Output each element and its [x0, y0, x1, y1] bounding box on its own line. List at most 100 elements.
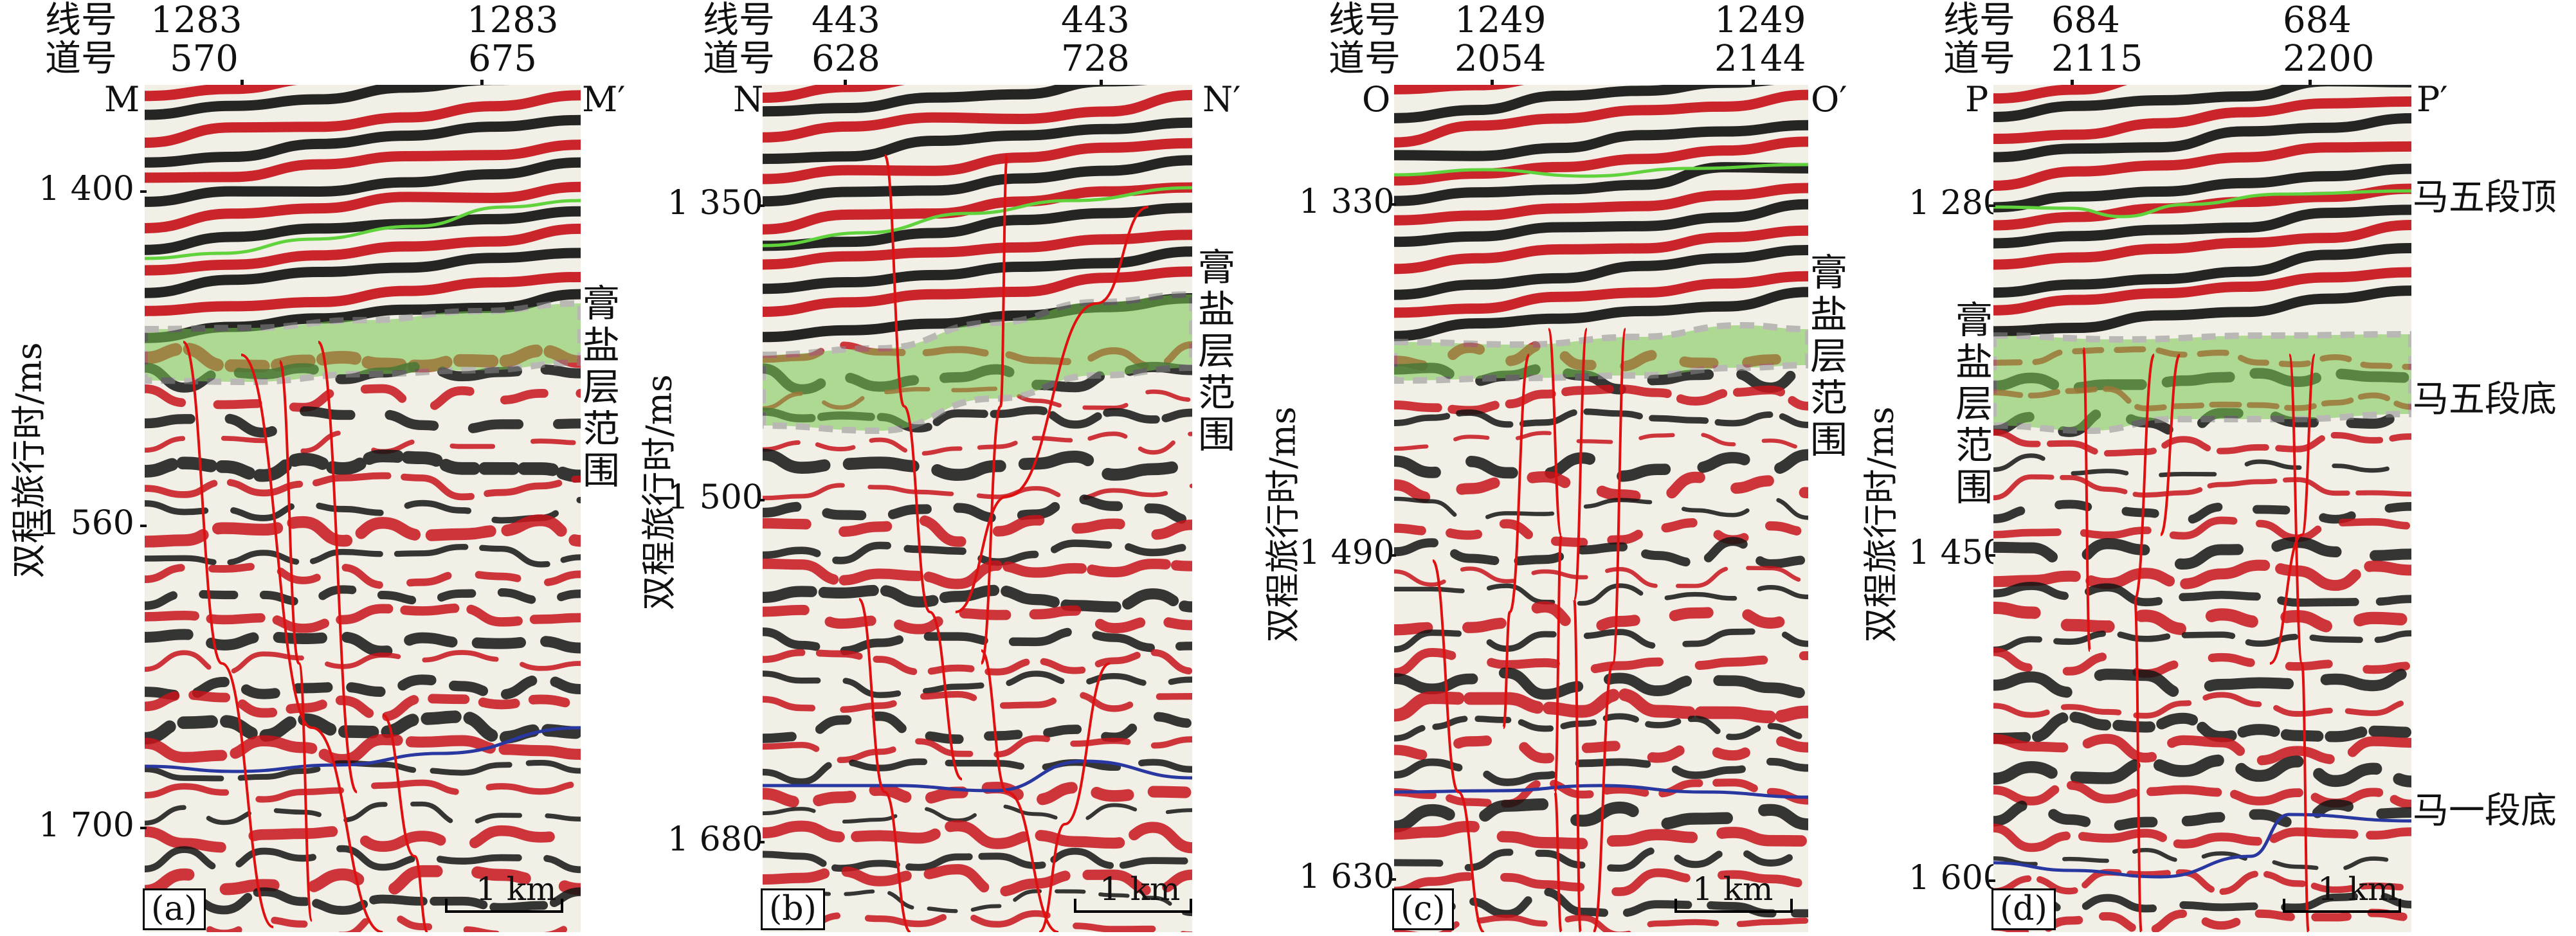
seismic-section: [1394, 85, 1808, 932]
y-axis-label: 双程旅行时/ms: [1860, 406, 1901, 643]
salt-layer-zone: [145, 300, 581, 386]
reflection-band: [763, 89, 1192, 143]
reflection-band: [145, 181, 581, 233]
salt-range-note: 膏盐层范围: [1955, 298, 1993, 509]
fault-line: [382, 714, 429, 932]
reflection-band: [763, 670, 1192, 698]
section-start-label: M: [104, 79, 140, 120]
reflection-band: [1394, 713, 1808, 742]
trace-number-left: 570: [170, 38, 239, 80]
reflection-band: [145, 650, 581, 676]
reflection-band: [1394, 120, 1808, 161]
reflection-band: [1993, 85, 2127, 104]
time-tick-mid: 1 490: [1299, 534, 1395, 572]
reflection-band: [763, 266, 1192, 318]
scale-bar: [2283, 899, 2401, 913]
y-tick-mark: [758, 841, 765, 843]
fault-line: [2159, 354, 2181, 536]
fault-line: [955, 206, 1149, 613]
reflection-band: [1993, 711, 2411, 744]
seismic-section: [1993, 85, 2411, 932]
reflection-band: [1993, 204, 2411, 249]
line-number-right: 1283: [467, 0, 559, 41]
fault-line: [1547, 328, 1563, 932]
reflection-band: [1394, 361, 1808, 395]
reflection-band: [145, 384, 581, 413]
reflection-band: [145, 140, 581, 183]
reflection-band: [145, 496, 581, 524]
reflection-band: [763, 649, 1192, 676]
panel-label: (a): [143, 888, 206, 930]
y-tick-mark: [140, 190, 147, 193]
reflection-band: [1394, 449, 1808, 482]
salt-range-note: 膏盐层范围: [1810, 251, 1847, 462]
salt-range-note: 膏盐层范围: [582, 282, 620, 492]
reflection-band: [763, 155, 1192, 207]
reflection-band: [145, 910, 581, 932]
reflection-band: [1394, 667, 1808, 700]
line-number-left: 1283: [150, 0, 242, 41]
y-tick-mark: [140, 525, 147, 527]
reflection-band: [1993, 516, 2411, 543]
seismic-image: [1394, 85, 1808, 932]
reflection-band: [1394, 85, 1775, 123]
time-tick-bottom: 1 630: [1299, 858, 1395, 896]
scale-bar: [445, 899, 563, 913]
scale-bar: [1074, 899, 1192, 913]
trace-number-label: 道号: [1943, 38, 2015, 80]
fault-line: [278, 360, 313, 922]
reflection-band: [1394, 85, 1525, 94]
fault-line: [1039, 662, 1111, 932]
reflection-band: [1394, 431, 1808, 451]
reflection-band: [1993, 824, 2411, 852]
reflection-band: [1993, 141, 2411, 191]
trace-number-right: 2200: [2283, 38, 2375, 80]
section-end-label: N′: [1202, 79, 1241, 120]
line-number-label: 线号: [1329, 0, 1401, 41]
reflection-band: [145, 248, 581, 298]
time-tick-bottom: 1 680: [667, 820, 763, 859]
scale-label: 1 km: [1100, 870, 1181, 908]
reflection-band: [1394, 225, 1808, 274]
fault-line: [182, 341, 274, 928]
reflection-band: [1394, 583, 1808, 606]
reflection-band: [1993, 113, 2411, 163]
reflection-band: [1394, 868, 1808, 896]
scale-bar: [1674, 899, 1793, 913]
reflection-band: [1394, 537, 1808, 568]
scale-label: 1 km: [1692, 870, 1773, 908]
section-end-label: M′: [582, 79, 626, 120]
time-tick-mid: 1 560: [39, 504, 134, 543]
salt-range-note: 膏盐层范围: [1197, 246, 1235, 456]
deep-horizon-line: [763, 759, 1192, 793]
reflection-band: [145, 114, 581, 168]
reflection-band: [763, 494, 1192, 526]
reflection-band: [1993, 429, 2411, 457]
reflection-band: [1993, 267, 2411, 316]
reflection-band: [145, 562, 581, 590]
reflection-band: [1394, 199, 1808, 248]
reflection-band: [1394, 628, 1808, 653]
reflection-band: [763, 889, 1192, 917]
reflection-band: [1394, 601, 1808, 636]
reflection-band: [145, 206, 581, 255]
top-horizon-line: [1394, 163, 1808, 178]
reflection-band: [145, 603, 581, 633]
trace-number-right: 728: [1061, 38, 1130, 80]
seismic-image: [145, 85, 581, 932]
reflection-band: [763, 85, 1148, 117]
reflection-band: [145, 85, 298, 102]
seismic-section: [145, 85, 581, 932]
reflection-band: [763, 514, 1192, 547]
deep-horizon-line: [145, 726, 581, 773]
salt-layer-zone: [1993, 330, 2411, 435]
reflection-band: [763, 539, 1192, 566]
trace-number-label: 道号: [1329, 38, 1401, 80]
deep-horizon-line: [1394, 784, 1808, 799]
reflection-band: [763, 604, 1192, 634]
trace-number-left: 2054: [1455, 38, 1547, 80]
reflection-events: [1394, 85, 1808, 932]
scale-label: 1 km: [476, 870, 557, 908]
time-tick-bottom: 1 600: [1909, 859, 2004, 897]
reflection-band: [1993, 500, 2411, 525]
